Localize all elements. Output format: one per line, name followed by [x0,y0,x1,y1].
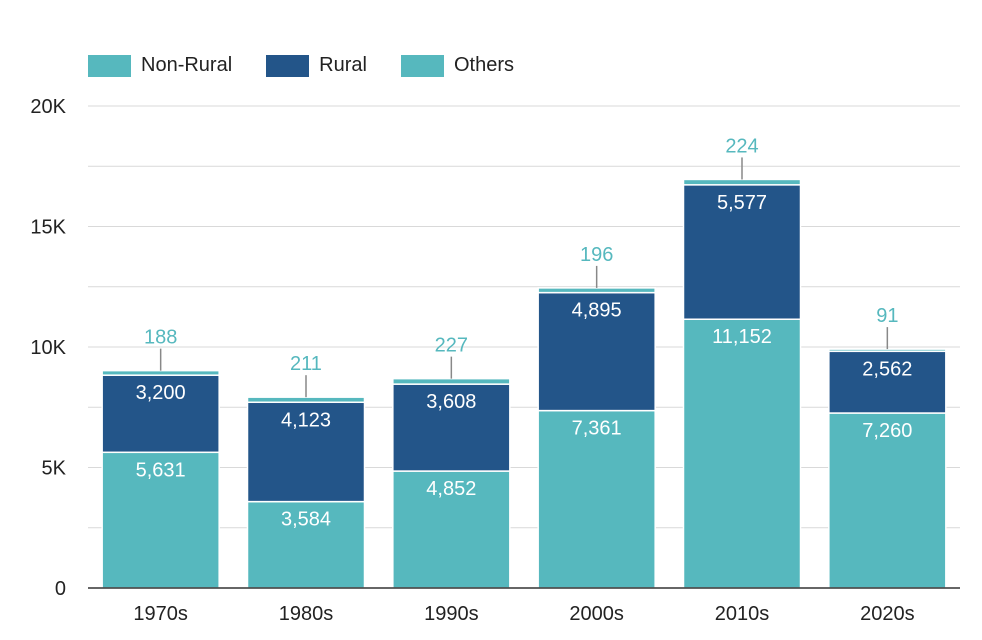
legend-item-others[interactable]: Others [400,54,514,77]
bar-others-2010s [682,178,802,186]
x-tick-label-2000s: 2000s [569,603,624,625]
data-label-others-2000s: 196 [580,244,613,266]
legend-item-non-rural[interactable]: Non-Rural [88,54,232,77]
bar-non-rural-2010s [682,318,802,589]
data-label-others-1980s: 211 [290,353,322,375]
bar-others-2000s [537,287,656,294]
data-label-others-1970s: 188 [144,327,177,349]
data-label-others-2020s: 91 [876,305,898,327]
legend-label-others: Others [453,54,514,76]
bar-others-1970s [101,369,220,376]
data-label-rural-2010s: 5,577 [717,192,767,214]
chart-legend: Non-Rural Rural Others [88,54,548,77]
data-label-non-rural-2020s: 7,260 [862,420,912,442]
data-label-non-rural-1990s: 4,852 [426,478,476,500]
bar-non-rural-2000s [537,409,656,589]
y-tick-label-20k: 20K [30,96,66,118]
data-label-non-rural-2000s: 7,361 [572,418,622,440]
y-tick-label-0: 0 [55,578,66,600]
x-tick-label-1980s: 1980s [279,603,334,625]
y-tick-label-5k: 5K [42,458,67,480]
legend-swatch-rural [266,54,310,77]
legend-swatch-non-rural [88,54,131,77]
data-label-rural-1980s: 4,123 [281,409,331,431]
data-label-non-rural-1970s: 5,631 [136,459,186,481]
bar-rural-2000s [537,291,656,412]
bar-others-1980s [246,396,366,404]
x-tick-label-2010s: 2010s [715,603,770,625]
data-label-non-rural-2010s: 11,152 [712,326,772,348]
legend-label-rural: Rural [319,54,367,76]
legend-swatch-others [400,54,444,77]
bar-rural-1990s [392,383,511,472]
data-label-rural-2020s: 2,562 [862,358,912,380]
y-tick-label-15k: 15K [30,217,66,239]
data-label-rural-2000s: 4,895 [572,300,622,322]
x-tick-label-2020s: 2020s [860,603,915,625]
bar-non-rural-1990s [392,470,511,589]
data-label-others-1990s: 227 [435,335,468,357]
y-tick-label-10k: 10K [30,337,66,359]
x-tick-label-1990s: 1990s [424,603,479,625]
x-tick-label-1970s: 1970s [133,603,188,625]
data-label-rural-1990s: 3,608 [426,391,476,413]
legend-item-rural[interactable]: Rural [266,54,367,77]
bar-rural-2010s [682,184,802,320]
bar-others-2020s [828,348,947,353]
data-label-rural-1970s: 3,200 [136,382,186,404]
data-label-others-2010s: 224 [725,135,758,157]
legend-label-non-rural: Non-Rural [141,54,233,76]
bar-non-rural-1980s [246,500,366,589]
bar-non-rural-2020s [828,412,947,589]
data-label-non-rural-1980s: 3,584 [281,509,331,531]
bar-others-1990s [392,377,511,385]
bar-rural-1980s [246,401,366,503]
